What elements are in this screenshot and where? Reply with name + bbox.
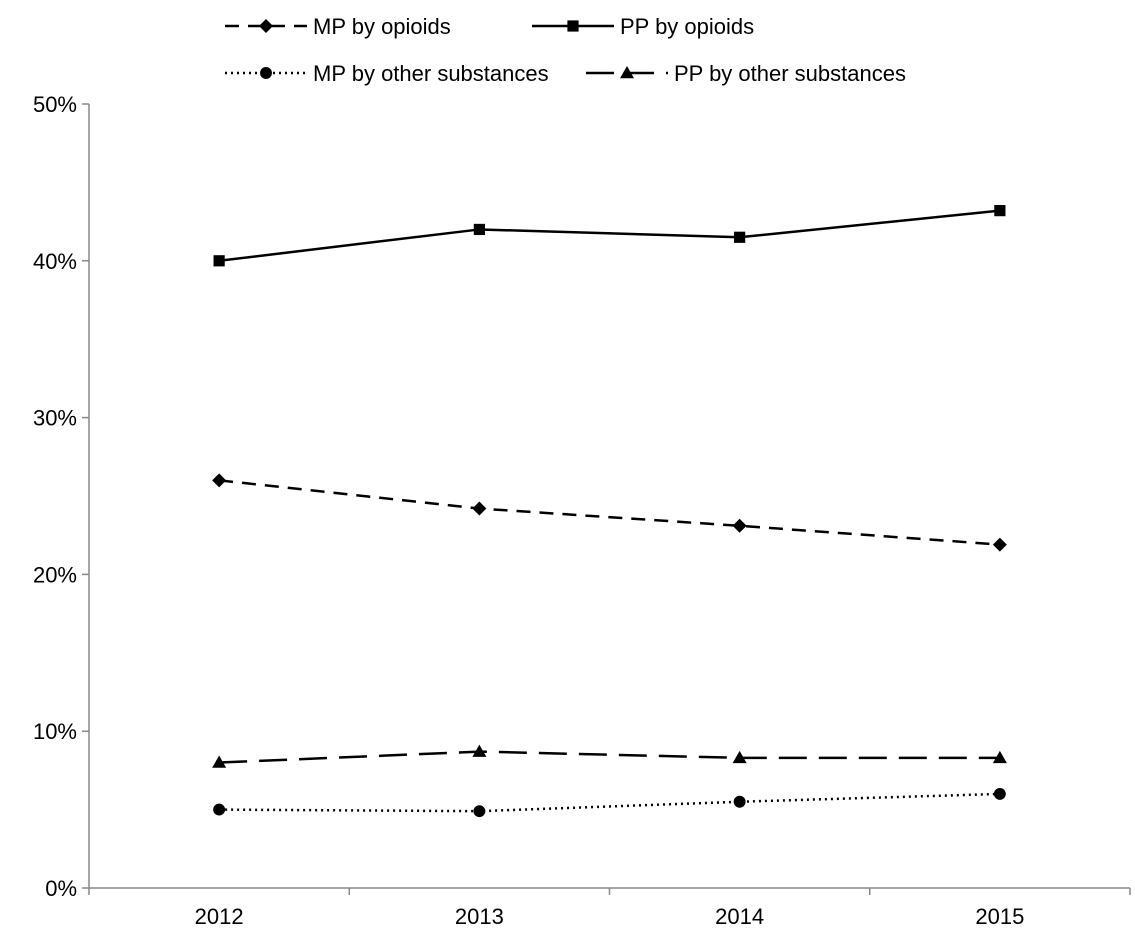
series-1 — [212, 473, 1007, 552]
x-tick-label: 2014 — [715, 904, 764, 929]
legend-label: MP by opioids — [313, 14, 451, 39]
y-tick-label: 50% — [33, 92, 77, 117]
legend-entry: PP by other substances — [586, 61, 906, 86]
legend-entry: MP by opioids — [225, 14, 451, 39]
y-tick-label: 30% — [33, 406, 77, 431]
x-tick-label: 2013 — [455, 904, 504, 929]
data-point — [993, 787, 1006, 800]
series-2 — [213, 205, 1006, 267]
series-line — [218, 479, 1000, 546]
data-point — [212, 473, 227, 488]
legend: MP by opioids PP by opioids MP by other su… — [225, 14, 906, 86]
legend-entry: MP by other substances — [225, 61, 549, 86]
legend-marker — [620, 66, 634, 79]
y-tick-label: 10% — [33, 719, 77, 744]
x-tick-label: 2012 — [195, 904, 244, 929]
legend-label: PP by opioids — [620, 14, 754, 39]
data-point — [992, 537, 1007, 552]
y-tick-label: 40% — [33, 249, 77, 274]
x-tick-label: 2015 — [975, 904, 1024, 929]
data-point — [472, 501, 487, 516]
legend-marker — [259, 19, 273, 33]
series-3 — [213, 787, 1006, 818]
y-axis: 0% 10% 20% 30% 40% 50% — [33, 92, 90, 901]
data-point — [213, 803, 226, 816]
data-point — [473, 223, 485, 236]
data-point — [732, 750, 747, 764]
data-point — [472, 744, 487, 757]
legend-marker — [567, 20, 579, 32]
legend-label: MP by other substances — [313, 61, 549, 86]
data-point — [212, 755, 227, 768]
legend-label: PP by other substances — [674, 61, 906, 86]
series-line — [218, 209, 1001, 263]
x-axis: 2012 2013 2014 2015 — [88, 887, 1131, 929]
legend-entry: PP by opioids — [532, 14, 754, 39]
data-point — [733, 795, 746, 808]
series-line — [219, 792, 1000, 813]
data-point — [734, 231, 746, 243]
data-point — [732, 518, 747, 533]
series-4 — [212, 744, 1007, 768]
plot-area — [212, 205, 1007, 818]
data-point — [473, 805, 486, 818]
legend-marker — [260, 67, 272, 79]
data-point — [213, 255, 225, 267]
data-point — [994, 205, 1006, 217]
y-tick-label: 20% — [33, 562, 77, 587]
series-line — [219, 750, 1000, 764]
y-tick-label: 0% — [45, 876, 77, 901]
data-point — [992, 750, 1007, 764]
